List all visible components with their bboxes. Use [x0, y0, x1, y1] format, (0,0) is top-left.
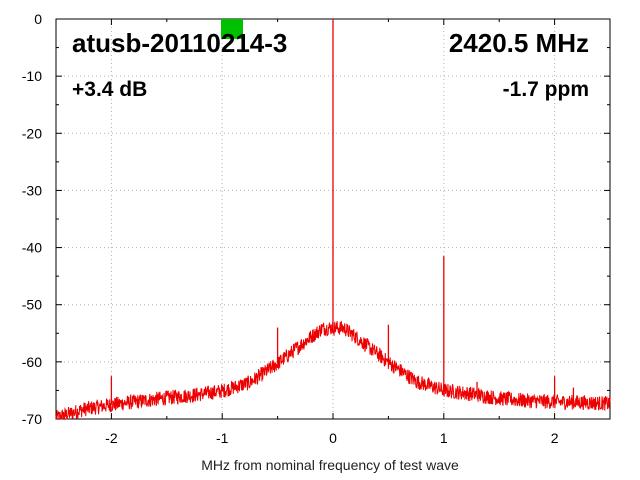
axis-ticks: -2 -1 0 1 20-10-20-30-40-50-60-70	[22, 11, 611, 446]
y-tick-label: 0	[34, 11, 42, 27]
x-tick-label: 2	[551, 430, 559, 446]
y-tick-label: -10	[22, 68, 42, 84]
y-tick-label: -30	[22, 182, 42, 198]
y-tick-label: -20	[22, 125, 42, 141]
device-label: atusb-20110214-3	[72, 28, 287, 58]
y-tick-label: -70	[22, 411, 42, 427]
gain-label: +3.4 dB	[72, 78, 147, 101]
y-tick-label: -50	[22, 297, 42, 313]
status-indicator	[221, 19, 243, 39]
series-group	[55, 19, 611, 421]
offset-label: -1.7 ppm	[503, 78, 589, 101]
x-axis-label: MHz from nominal frequency of test wave	[201, 457, 459, 473]
x-tick-label: -1	[216, 430, 229, 446]
y-tick-label: -60	[22, 354, 42, 370]
x-tick-label: -2	[105, 430, 118, 446]
y-tick-label: -40	[22, 240, 42, 256]
x-tick-label: 1	[440, 430, 448, 446]
x-tick-label: 0	[329, 430, 337, 446]
frequency-label: 2420.5 MHz	[449, 28, 589, 58]
